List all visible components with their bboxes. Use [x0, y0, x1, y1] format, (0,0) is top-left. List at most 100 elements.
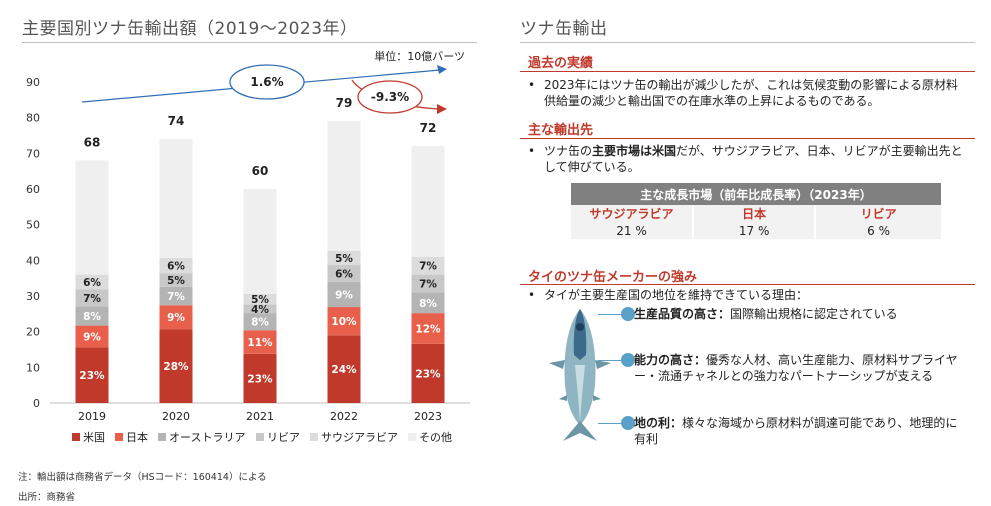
- bar-label-2021-オーストラリア: 8%: [251, 317, 269, 329]
- bar-2023-日本: [411, 313, 445, 344]
- total-label-2019: 68: [84, 135, 101, 149]
- total-label-2023: 72: [420, 121, 437, 135]
- bar-label-2020-オーストラリア: 7%: [167, 291, 185, 303]
- bar-label-2023-サウジアラビア: 7%: [419, 261, 437, 273]
- bar-2022-リビア: [327, 264, 361, 282]
- bar-2019-オーストラリア: [75, 306, 109, 326]
- bar-label-2019-日本: 9%: [83, 331, 101, 343]
- growth-table-header: 主な成長市場（前年比成長率）（2023年）: [571, 183, 941, 205]
- bar-2020-オーストラリア: [159, 286, 193, 306]
- bar-label-2019-リビア: 7%: [83, 293, 101, 305]
- title-rule: [22, 42, 477, 43]
- bar-label-2021-サウジアラビア: 5%: [251, 294, 269, 306]
- feature-capacity: 能力の高さ：優秀な人材、高い生産能力、原材料サプライヤー・流通チャネルとの強力な…: [634, 352, 969, 384]
- bar-2020-その他: [159, 139, 193, 258]
- y-tick-label-0: 0: [33, 397, 40, 410]
- annotation-down-text: -9.3%: [371, 90, 409, 104]
- feature-quality-title: 生産品質の高さ：: [634, 307, 731, 321]
- bar-2022-日本: [327, 307, 361, 336]
- strength-bullet: • タイが主要生産国の地位を維持できている理由：: [528, 287, 968, 303]
- y-tick-label-60: 60: [26, 183, 40, 196]
- bar-label-2022-米国: 24%: [331, 364, 357, 376]
- feature-location-text: 様々な海域から原材料が調達可能であり、地理的に有利: [634, 416, 958, 446]
- annotation-up-text: 1.6%: [250, 75, 283, 89]
- growth-name-japan: 日本: [693, 205, 817, 222]
- feature-dot-3: [621, 416, 635, 430]
- past-text: 2023年にはツナ缶の輸出が減少したが、これは気候変動の影響による原材料供給量の…: [544, 78, 958, 108]
- bar-2023-リビア: [411, 274, 445, 293]
- strength-heading: タイのツナ缶メーカーの強み: [528, 270, 698, 285]
- growth-value-libya: 6 %: [815, 222, 941, 239]
- bar-2020-サウジアラビア: [159, 257, 193, 274]
- bar-2019-米国: [75, 347, 109, 403]
- feature-location-title: 地の利：: [634, 416, 683, 430]
- legend-swatch-サウジアラビア: [310, 433, 318, 441]
- bar-2020-リビア: [159, 273, 193, 287]
- trend-arrowhead-down: [437, 104, 447, 114]
- growth-name-saudi: サウジアラビア: [571, 205, 695, 222]
- bar-2022-オーストラリア: [327, 281, 361, 308]
- legend-label-米国: 米国: [83, 431, 105, 444]
- x-tick-label-2023: 2023: [414, 410, 442, 423]
- bar-2020-日本: [159, 305, 193, 330]
- bar-label-2023-オーストラリア: 8%: [419, 298, 437, 310]
- total-label-2021: 60: [252, 164, 269, 178]
- y-tick-label-30: 30: [26, 290, 40, 303]
- annotation-ellipse-up: [229, 64, 305, 100]
- trend-arrowhead-up: [437, 65, 447, 74]
- legend-label-その他: その他: [419, 431, 452, 444]
- feature-location: 地の利：様々な海域から原材料が調達可能であり、地理的に有利: [634, 415, 969, 447]
- bar-label-2021-日本: 11%: [247, 337, 273, 349]
- bar-2021-その他: [243, 189, 277, 294]
- stacked-bar-chart: 0 10 20 30 40 50 60 70 80 90 単位：10億バーツ 23% 9% 8% 7% 6% 6…: [26, 49, 470, 444]
- bar-2019-その他: [75, 160, 109, 275]
- tuna-fish-icon: [549, 309, 611, 441]
- bar-label-2021-リビア: 4%: [251, 304, 269, 316]
- bar-2022-サウジアラビア: [327, 250, 361, 265]
- bar-label-2020-日本: 9%: [167, 312, 185, 324]
- main-dest-bullet: • ツナ缶の主要市場は米国だが、サウジアラビア、日本、リビアが主要輸出先として伸…: [528, 144, 963, 174]
- main-dest-text-bold: 主要市場は米国: [592, 144, 677, 158]
- y-tick-label-70: 70: [26, 147, 40, 160]
- bar-label-2020-サウジアラビア: 6%: [167, 261, 185, 273]
- main-dest-text-c: だが、サウジアラビア、日本、リビアが主要輸出先として伸びている。: [544, 144, 963, 174]
- feature-dot-2: [621, 353, 635, 367]
- bar-2023-オーストラリア: [411, 292, 445, 314]
- bar-label-2023-日本: 12%: [415, 323, 441, 335]
- main-dest-rule: [520, 138, 975, 139]
- bar-2019-日本: [75, 325, 109, 348]
- bar-label-2023-リビア: 7%: [419, 279, 437, 291]
- y-tick-label-40: 40: [26, 254, 40, 267]
- strength-rule: [520, 284, 975, 285]
- strength-intro: タイが主要生産国の地位を維持できている理由：: [544, 288, 809, 302]
- y-tick-label-90: 90: [26, 76, 40, 89]
- bar-2019-サウジアラビア: [75, 274, 109, 290]
- bar-label-2022-オーストラリア: 9%: [335, 289, 353, 301]
- feature-line-3: [598, 423, 628, 424]
- y-tick-label-20: 20: [26, 326, 40, 339]
- growth-name-libya: リビア: [815, 205, 941, 222]
- legend-label-リビア: リビア: [267, 431, 300, 444]
- bar-2023-その他: [411, 146, 445, 257]
- x-tick-label-2022: 2022: [330, 410, 358, 423]
- bar-label-2019-米国: 23%: [79, 370, 105, 382]
- legend-label-オーストラリア: オーストラリア: [169, 431, 245, 444]
- bar-label-2019-オーストラリア: 8%: [83, 311, 101, 323]
- bar-2021-日本: [243, 330, 277, 354]
- bar-2022-その他: [327, 121, 361, 251]
- legend-swatch-米国: [72, 433, 80, 441]
- feature-line-1: [598, 314, 628, 315]
- chart-title: 主要国別ツナ缶輸出額（2019～2023年）: [22, 19, 358, 39]
- total-label-2022: 79: [336, 96, 353, 110]
- legend-swatch-オーストラリア: [158, 433, 166, 441]
- bar-2019-リビア: [75, 289, 109, 307]
- bar-label-2021-米国: 23%: [247, 373, 273, 385]
- bar-2021-オーストラリア: [243, 313, 277, 331]
- legend-swatch-日本: [115, 433, 123, 441]
- past-heading: 過去の実績: [528, 56, 594, 71]
- x-tick-label-2021: 2021: [246, 410, 274, 423]
- bar-2021-リビア: [243, 304, 277, 314]
- bar-label-2020-リビア: 5%: [167, 275, 185, 287]
- x-tick-label-2019: 2019: [78, 410, 106, 423]
- growth-table: 主な成長市場（前年比成長率）（2023年） サウジアラビア 日本 リビア 21 …: [571, 183, 941, 239]
